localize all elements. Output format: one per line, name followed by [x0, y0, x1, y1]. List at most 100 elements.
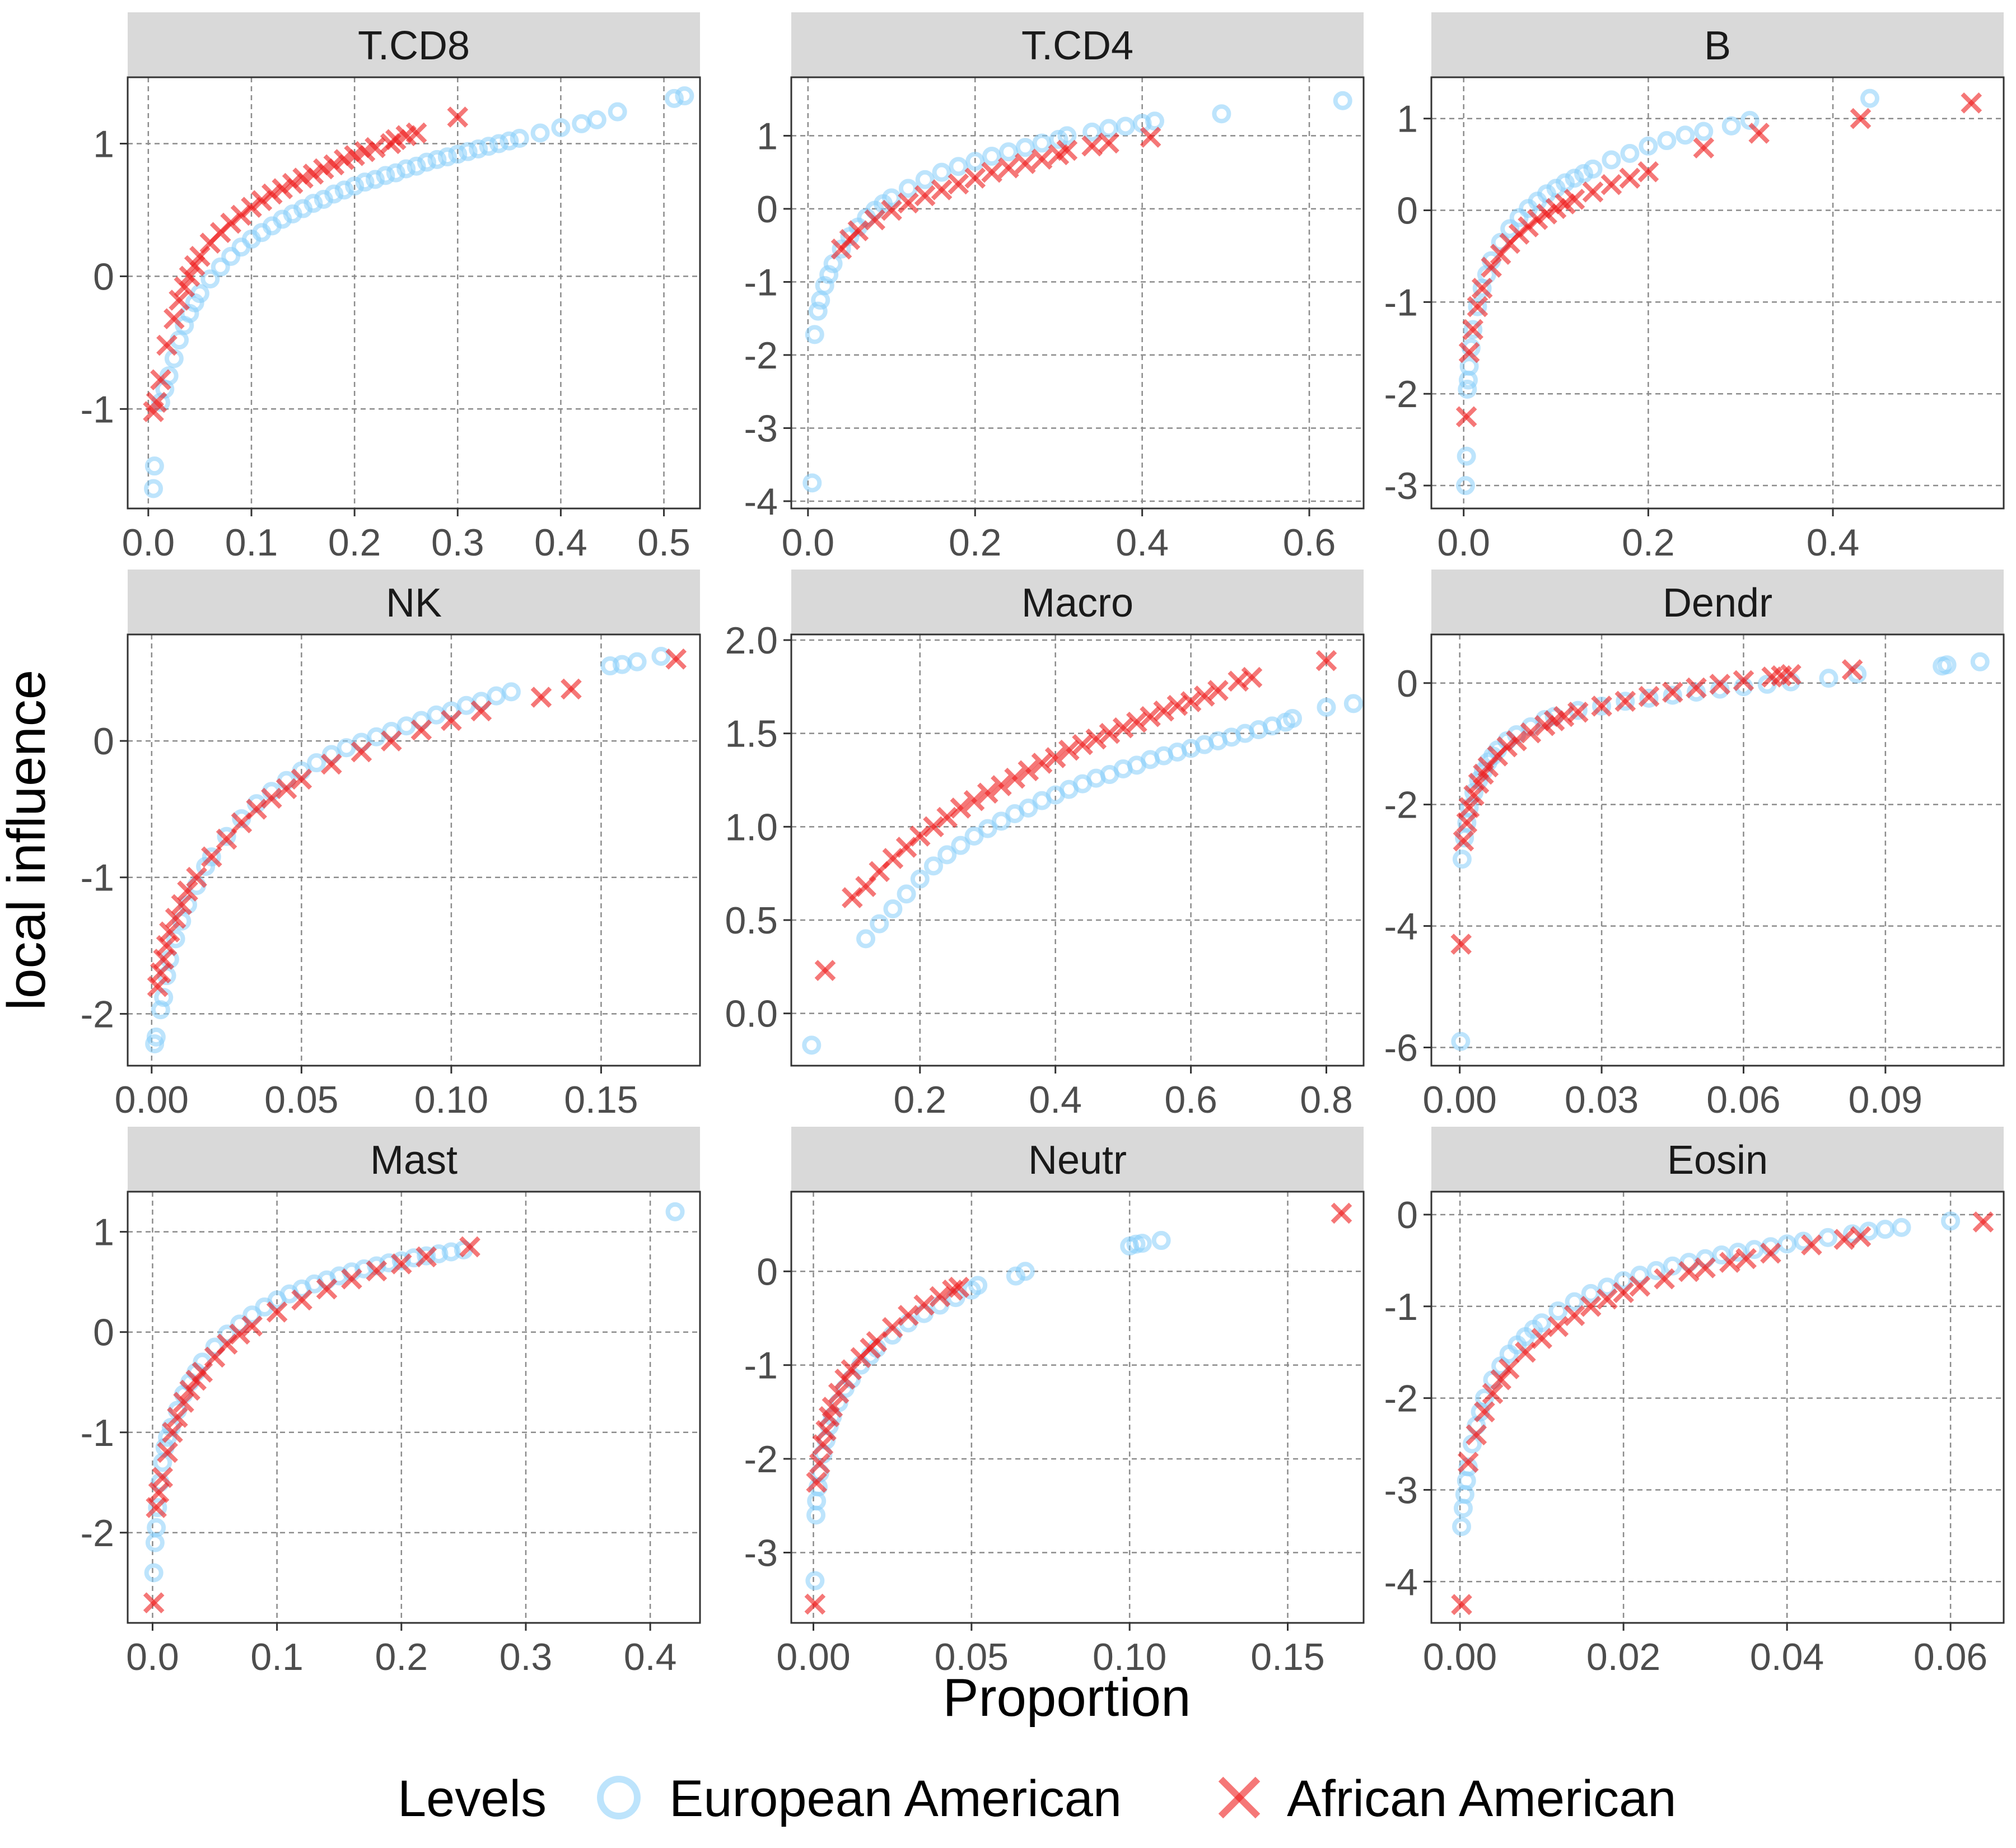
european-american-point [1057, 126, 1077, 146]
african-american-point [1719, 1252, 1740, 1273]
plot-area [128, 77, 700, 508]
european-american-point [982, 146, 1002, 166]
cross-stroke [931, 179, 953, 200]
cross-stroke [1180, 691, 1202, 712]
cross-stroke [913, 1294, 935, 1316]
cross-stroke [1467, 296, 1488, 318]
cross-stroke [1126, 711, 1147, 733]
legend: Levels European American African America… [398, 1770, 1676, 1827]
african-american-point [1140, 127, 1161, 148]
european-american-point [148, 1498, 167, 1518]
african-american-point [169, 290, 190, 311]
cross-stroke [1014, 153, 1036, 174]
european-american-point [1132, 1234, 1152, 1253]
european-american-point [1458, 380, 1477, 399]
european-american-point [675, 86, 694, 106]
cross-stroke [1085, 728, 1107, 750]
cross-stroke [950, 797, 972, 819]
african-american-point [1474, 1401, 1495, 1423]
african-american-point [1193, 685, 1215, 707]
cross-stroke [1166, 694, 1188, 716]
european-american-point [1581, 1284, 1600, 1303]
cross-stroke [470, 700, 492, 722]
african-american-point [410, 719, 432, 741]
african-american-point [1961, 92, 1982, 114]
european-american-point [1657, 131, 1677, 151]
plot-area [1431, 77, 2004, 508]
x-tick-label: 0.4 [1116, 521, 1169, 564]
data-points [1455, 88, 1982, 496]
cross-stroke [1841, 659, 1863, 680]
cross-stroke [447, 106, 469, 128]
cross-stroke [1564, 1305, 1585, 1326]
x-tick-label: 0.05 [935, 1636, 1009, 1678]
european-american-point [1116, 116, 1135, 136]
african-american-point [157, 1441, 178, 1463]
y-tick-label: -1 [1384, 281, 1418, 324]
african-american-point [809, 1453, 830, 1474]
cross-stroke [864, 209, 886, 231]
y-tick-label: 0.5 [725, 899, 778, 942]
cross-stroke [1496, 736, 1518, 758]
african-american-point [1850, 1226, 1872, 1248]
african-american-point [923, 816, 944, 838]
african-american-point [241, 197, 262, 218]
cross-stroke [1207, 680, 1229, 701]
cross-stroke [1733, 670, 1754, 692]
cross-stroke [822, 1397, 843, 1418]
cross-stroke [1833, 1229, 1855, 1250]
y-tick-label: 1 [757, 115, 778, 157]
panel-title: T.CD4 [1021, 24, 1133, 68]
african-american-point [1498, 1358, 1520, 1380]
cross-stroke [1450, 934, 1472, 955]
european-american-point [856, 929, 876, 949]
cross-stroke [1780, 664, 1802, 685]
cross-stroke [229, 1323, 250, 1345]
european-american-point [1860, 88, 1879, 108]
cross-stroke [815, 1420, 837, 1441]
european-american-point [1565, 169, 1584, 188]
panel-b: B 0.0 0.2 0.4 -3 -2 -1 0 1 [1384, 12, 2005, 564]
african-american-point [1044, 747, 1066, 768]
african-american-point [405, 122, 427, 144]
cross-stroke [1654, 1268, 1675, 1290]
european-american-point [1532, 1313, 1552, 1333]
y-tick-label: 0 [93, 720, 114, 763]
cross-stroke [216, 828, 237, 850]
plot-area [791, 77, 1364, 508]
cross-stroke [1315, 650, 1337, 671]
x-tick-label: 0.00 [1422, 1079, 1496, 1121]
cross-stroke [147, 976, 169, 997]
african-american-point [1619, 167, 1641, 189]
african-american-point [909, 825, 931, 847]
european-american-point [1602, 150, 1621, 170]
african-american-point [1709, 674, 1731, 695]
cross-stroke [1748, 123, 1770, 144]
african-american-point [864, 209, 886, 231]
african-american-point [390, 1253, 412, 1275]
cross-stroke [1031, 753, 1053, 774]
x-tick-label: 0.2 [1622, 521, 1675, 564]
cross-stroke [162, 1421, 183, 1443]
cross-stroke [1099, 722, 1121, 744]
panel-t-cd8: T.CD8 0.0 0.1 0.2 0.3 0.4 0.5 -1 0 1 [81, 12, 701, 564]
data-points [802, 650, 1363, 1055]
x-axis-title: Proportion [943, 1668, 1191, 1728]
african-american-point [171, 894, 193, 916]
panel-title: Mast [370, 1138, 458, 1183]
cross-stroke [1140, 127, 1161, 148]
cross-stroke [186, 866, 207, 888]
european-american-point [242, 1305, 262, 1325]
y-tick-label: 1.5 [725, 713, 778, 755]
cross-stroke [1693, 137, 1715, 158]
legend-title: Levels [398, 1770, 547, 1827]
y-tick-label: -1 [744, 261, 778, 304]
data-points [1451, 1211, 1994, 1616]
european-american-point [427, 150, 447, 169]
european-american-point [1597, 1277, 1617, 1297]
african-american-point [441, 710, 462, 731]
african-american-point [282, 172, 304, 194]
european-american-point [1721, 116, 1741, 136]
european-american-point [417, 152, 437, 172]
